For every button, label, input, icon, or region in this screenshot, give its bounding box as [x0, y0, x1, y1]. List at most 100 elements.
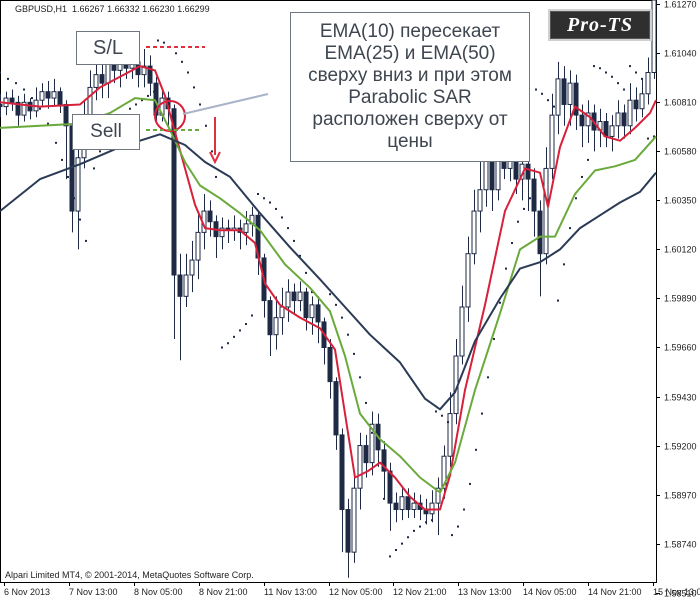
y-tick-label: 1.60810	[664, 98, 697, 108]
sar-dot	[435, 410, 437, 413]
symbol-header: GBPUSD,H1 1.66267 1.66332 1.66230 1.6629…	[15, 4, 210, 14]
sar-dot	[187, 71, 189, 74]
candle-body	[345, 509, 351, 553]
y-tick-label: 1.58970	[664, 491, 697, 501]
ohlc-values: 1.66267 1.66332 1.66230 1.66299	[72, 4, 210, 14]
sar-dot	[7, 77, 9, 80]
sar-dot	[647, 137, 649, 140]
sar-dot	[611, 75, 613, 78]
sar-dot	[487, 376, 489, 379]
candle-body	[9, 97, 15, 103]
sar-dot	[407, 536, 409, 539]
y-tick-label: 1.60580	[664, 147, 697, 157]
candle-body	[609, 125, 615, 137]
candle-body	[0, 103, 3, 108]
candle-body	[207, 210, 213, 223]
candle-body	[141, 65, 147, 76]
x-tick-label: 15 Nov 13:00	[653, 587, 700, 597]
candle-body	[573, 82, 579, 116]
sar-dot	[0, 71, 1, 74]
sar-dot	[323, 335, 325, 338]
candle-body	[531, 178, 537, 212]
sar-dot	[153, 90, 155, 93]
candle-body	[447, 413, 453, 457]
sar-dot	[39, 107, 41, 110]
x-tick-label: 7 Nov 13:00	[69, 587, 118, 597]
candle-body	[99, 74, 105, 84]
sar-dot	[329, 293, 331, 296]
sar-dot	[563, 263, 565, 266]
candle-body	[441, 455, 447, 489]
ema50-line	[0, 133, 657, 411]
candle-body	[327, 346, 333, 383]
candle-body	[561, 78, 567, 105]
candle-body	[465, 253, 471, 308]
sar-dot	[451, 534, 453, 537]
sar-dot	[629, 65, 631, 68]
sar-dot	[263, 197, 265, 200]
candle-body	[537, 210, 543, 255]
candle-body	[177, 274, 183, 297]
y-tick-label: 1.58740	[664, 540, 697, 550]
candle-body	[195, 231, 201, 261]
sar-dot	[227, 342, 229, 345]
sar-dot	[99, 150, 101, 153]
sar-dot	[257, 193, 259, 195]
x-tick-label: 8 Nov 21:00	[199, 587, 248, 597]
candle-body	[405, 496, 411, 511]
sar-dot	[61, 158, 63, 161]
sar-dot	[575, 197, 577, 200]
sar-dot	[233, 335, 235, 338]
x-tick-label: 14 Nov 21:00	[588, 587, 642, 597]
sar-dot	[299, 254, 301, 257]
sar-dot	[85, 239, 87, 242]
candle-body	[189, 259, 195, 276]
candle-body	[633, 99, 639, 110]
sar-dot	[305, 271, 307, 274]
candle-body	[393, 502, 399, 511]
candle-body	[93, 74, 99, 88]
sar-dot	[605, 71, 607, 74]
candle-body	[21, 101, 27, 116]
sar-dot	[193, 86, 195, 89]
sar-dot	[547, 99, 549, 102]
sar-dot	[463, 508, 465, 511]
candle-body	[525, 163, 531, 180]
sar-dot	[73, 197, 75, 200]
y-tick-label: 1.58510	[664, 589, 697, 599]
candle-body	[645, 71, 651, 95]
candle-body	[435, 487, 441, 504]
copyright-text: Alpari Limited MT4, © 2001-2014, MetaQuo…	[5, 570, 254, 580]
candle-body	[357, 445, 363, 489]
note-line: EMA(10) пересекает	[319, 21, 501, 42]
sar-dot	[517, 220, 519, 223]
x-tick-label: 12 Nov 05:00	[329, 587, 383, 597]
sar-dot	[475, 448, 477, 451]
candle-body	[543, 167, 549, 255]
sar-dot	[383, 497, 385, 500]
sar-dot	[499, 301, 501, 304]
sar-dot	[23, 88, 25, 91]
candle-body	[621, 112, 627, 127]
sar-dot	[239, 329, 241, 332]
note-line: Parabolic SAR	[348, 87, 472, 108]
candle-body	[627, 99, 633, 127]
sar-dot	[413, 529, 415, 532]
sar-dot	[181, 60, 183, 63]
candle-body	[15, 101, 21, 116]
sar-dot	[569, 227, 571, 230]
sar-dot	[541, 92, 543, 95]
sar-dot	[401, 542, 403, 545]
strategy-note: EMA(10) пересекает EMA(25) и EMA(50) све…	[290, 12, 530, 162]
y-tick-label: 1.59890	[664, 294, 697, 304]
candle-body	[291, 291, 297, 302]
sar-dot	[419, 525, 421, 528]
stop-loss-label: S/L	[76, 31, 140, 65]
sell-label: Sell	[72, 114, 140, 150]
candle-body	[171, 108, 177, 276]
candle-body	[387, 470, 393, 504]
candle-body	[459, 306, 465, 357]
sar-dot	[335, 303, 337, 306]
